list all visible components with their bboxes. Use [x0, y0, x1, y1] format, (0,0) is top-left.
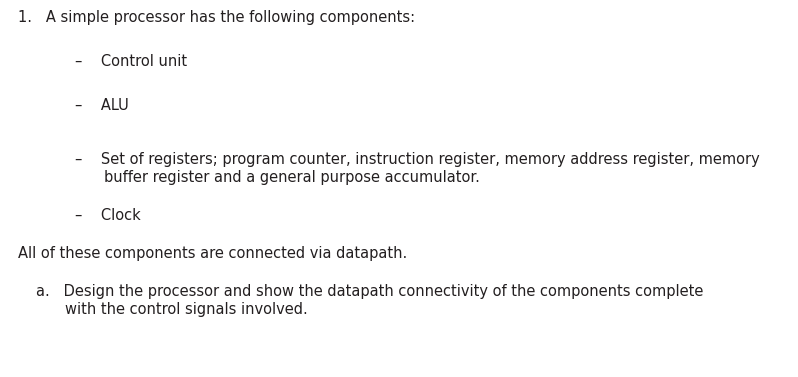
Text: buffer register and a general purpose accumulator.: buffer register and a general purpose ac… [104, 170, 480, 185]
Text: –    Control unit: – Control unit [75, 54, 187, 69]
Text: –    ALU: – ALU [75, 98, 128, 113]
Text: –    Set of registers; program counter, instruction register, memory address reg: – Set of registers; program counter, ins… [75, 152, 760, 167]
Text: with the control signals involved.: with the control signals involved. [65, 302, 308, 317]
Text: –    Clock: – Clock [75, 208, 140, 223]
Text: a.   Design the processor and show the datapath connectivity of the components c: a. Design the processor and show the dat… [36, 284, 703, 299]
Text: All of these components are connected via datapath.: All of these components are connected vi… [18, 246, 407, 261]
Text: 1.   A simple processor has the following components:: 1. A simple processor has the following … [18, 10, 415, 25]
